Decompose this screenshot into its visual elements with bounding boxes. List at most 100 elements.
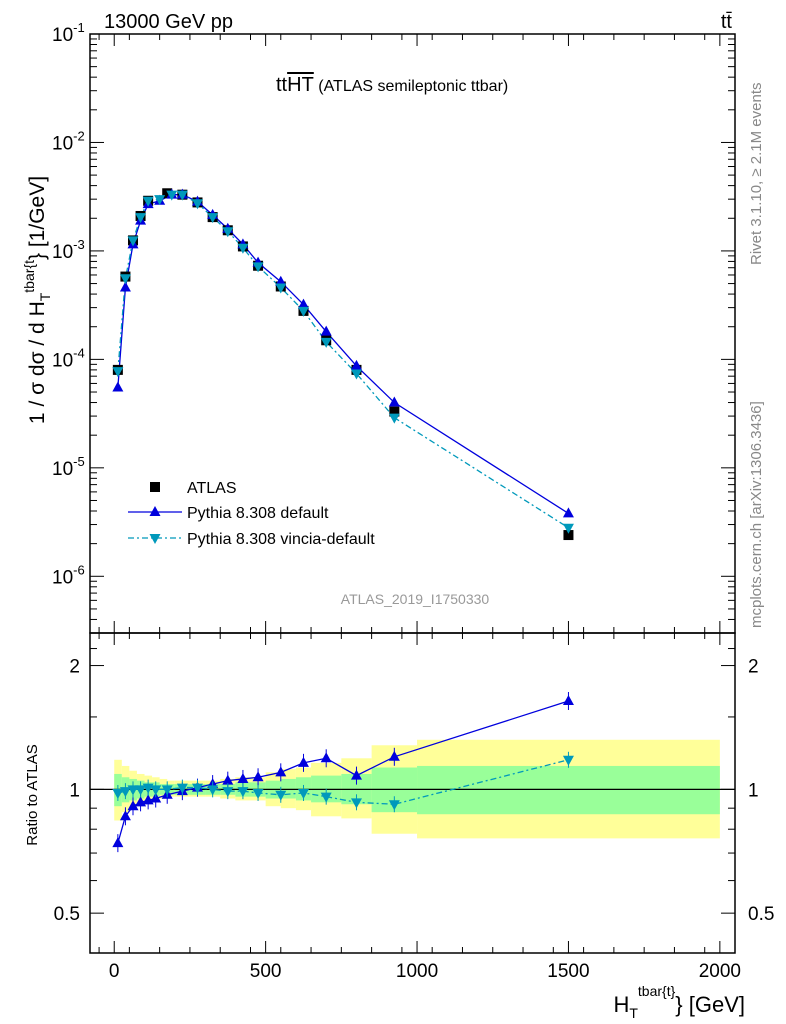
axis-ticks: 0 500 1000 1500 2000 10-6 10-5 10-4 10-3 10-2 10-1…: [52, 20, 774, 982]
main-series-layer: [112, 188, 574, 541]
ratio-vincia-point: [192, 783, 203, 794]
ratio-default-point: [320, 752, 332, 763]
pythia-vincia-point: [320, 337, 332, 348]
y-label-sup: tbar{t: [21, 260, 37, 293]
ratio-tick-label-left: 2: [69, 657, 80, 678]
y-tick-label: 10-6: [52, 562, 85, 588]
ratio-vincia-point: [320, 792, 332, 803]
legend-atlas-label: ATLAS: [187, 480, 237, 497]
ratio-default-point: [150, 792, 162, 803]
analysis-id: ATLAS_2019_I1750330: [341, 591, 490, 607]
x-label-sub: T: [629, 1005, 638, 1021]
mcplots-side-label: mcplots.cern.ch [arXiv:1306.3436]: [748, 401, 765, 628]
legend-vincia-marker: [149, 534, 161, 544]
pythia-vincia-line: [117, 194, 569, 529]
legend: ATLAS Pythia 8.308 default Pythia 8.308 vi…: [128, 480, 375, 548]
legend-default-label: Pythia 8.308 default: [187, 505, 329, 522]
y-axis-label: 1 / σ dσ / d HTtbar{t} [1/GeV]: [21, 176, 53, 424]
labels-layer: 13000 GeV pp tt̄ ttHT (ATLAS semileptoni…: [21, 11, 745, 1021]
pythia-vincia-point: [154, 195, 166, 206]
pythia-default-point: [297, 298, 309, 309]
ratio-default-point: [350, 769, 362, 780]
pythia-default-point: [119, 281, 131, 292]
legend-default-marker: [149, 506, 161, 516]
y-tick-label: 10-1: [52, 20, 85, 46]
ratio-default-point: [127, 800, 139, 811]
plot-title-overline: HT: [287, 74, 314, 96]
ratio-vincia-point: [388, 800, 400, 811]
x-label-unit: } [GeV]: [675, 992, 745, 1017]
pythia-vincia-point: [252, 262, 264, 273]
ratio-vincia-point: [297, 788, 309, 799]
legend-vincia-label: Pythia 8.308 vincia-default: [187, 531, 375, 548]
energy-label: 13000 GeV pp: [104, 11, 233, 33]
ratio-vincia-point: [150, 785, 162, 796]
pythia-vincia-point: [207, 213, 219, 224]
pythia-default-point: [388, 396, 400, 407]
atlas-point: [162, 188, 173, 199]
pythia-default-point: [562, 507, 574, 518]
pythia-default-point: [320, 325, 332, 336]
pythia-vincia-point: [275, 283, 287, 294]
pythia-vincia-point: [562, 523, 574, 534]
pythia-vincia-point: [297, 306, 309, 317]
ratio-default-point: [275, 766, 287, 777]
ratio-vincia-point: [237, 787, 249, 798]
ratio-tick-label-left: 0.5: [54, 904, 80, 925]
x-label-main: H: [613, 992, 629, 1017]
ratio-tick-label-right: 1: [748, 780, 759, 801]
x-tick-label: 1000: [396, 961, 438, 982]
ratio-tick-label-right: 0.5: [748, 904, 774, 925]
ratio-ylabel: Ratio to ATLAS: [24, 744, 41, 845]
ratio-vincia-point: [222, 787, 234, 798]
atlas-point: [563, 530, 574, 541]
ratio-vincia-point: [562, 755, 574, 766]
ratio-vincia-point: [161, 785, 173, 796]
y-tick-label: 10-3: [52, 237, 85, 263]
ratio-vincia-point: [135, 785, 147, 796]
ratio-vincia-point: [112, 788, 124, 799]
atlas-point: [389, 406, 400, 417]
ratio-default-point: [222, 774, 234, 785]
plot-title: ttHT (ATLAS semileptonic ttbar): [276, 74, 508, 96]
ratio-vincia-point: [127, 785, 139, 796]
ratio-vincia-point: [252, 788, 264, 799]
pythia-vincia-point: [237, 243, 249, 254]
ratio-frame: [89, 632, 736, 954]
ratio-vincia-point: [350, 798, 362, 809]
ratio-default-point: [252, 771, 264, 782]
pythia-vincia-point: [112, 367, 124, 378]
svg-text:1 / σ dσ / d HTtbar{t} [1/GeV]: 1 / σ dσ / d HTtbar{t} [1/GeV]: [21, 176, 53, 424]
ratio-series-layer: [112, 692, 574, 853]
ratio-default-point: [112, 837, 124, 848]
x-tick-label: 500: [250, 961, 282, 982]
rivet-side-label: Rivet 3.1.10, ≥ 2.1M events: [748, 82, 765, 266]
pythia-default-line: [117, 194, 569, 514]
legend-atlas-marker: [150, 482, 160, 492]
pythia-vincia-point: [222, 227, 234, 238]
ratio-tick-label-right: 2: [748, 657, 759, 678]
ratio-default-point: [388, 750, 400, 761]
pythia-vincia-point: [135, 213, 147, 224]
pythia-vincia-point: [192, 199, 203, 210]
x-tick-label: 1500: [547, 961, 589, 982]
ratio-default-point: [297, 756, 309, 767]
ratio-vincia-point: [119, 787, 131, 798]
pythia-vincia-point: [119, 274, 131, 285]
ratio-vincia-point: [275, 790, 287, 801]
ratio-default-point: [562, 695, 574, 706]
x-tick-label: 2000: [699, 961, 741, 982]
band-inner: [417, 765, 720, 815]
x-label-sup: tbar{t}: [638, 983, 676, 999]
ratio-vincia-point: [176, 783, 188, 794]
x-tick-label: 0: [109, 961, 120, 982]
pythia-vincia-point: [176, 190, 188, 201]
pythia-default-point: [112, 381, 124, 392]
process-label: tt̄: [721, 11, 733, 33]
pythia-vincia-point: [350, 369, 362, 380]
y-label-main: 1 / σ dσ / d H: [26, 301, 49, 424]
pythia-default-point: [350, 359, 362, 370]
y-label-sub: T: [37, 292, 53, 301]
ratio-default-point: [237, 772, 249, 783]
pythia-vincia-point: [388, 413, 400, 424]
